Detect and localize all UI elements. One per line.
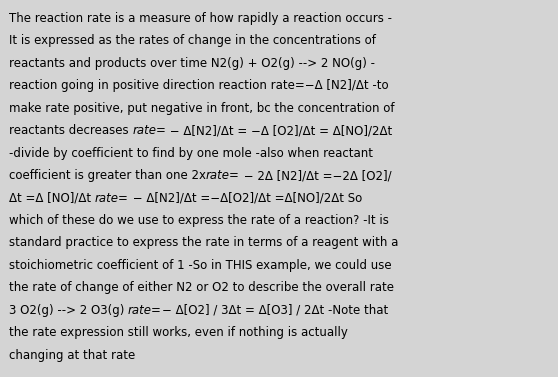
Text: reactants and products over time N2(g) + O2(g) --> 2 NO(g) -: reactants and products over time N2(g) +… bbox=[9, 57, 375, 70]
Text: Δt =Δ [NO]/Δt: Δt =Δ [NO]/Δt bbox=[9, 192, 95, 204]
Text: reactants decreases: reactants decreases bbox=[9, 124, 132, 137]
Text: the rate expression still works, even if nothing is actually: the rate expression still works, even if… bbox=[9, 326, 348, 339]
Text: stoichiometric coefficient of 1 -So in THIS example, we could use: stoichiometric coefficient of 1 -So in T… bbox=[9, 259, 392, 272]
Text: rate=: rate= bbox=[128, 304, 162, 317]
Text: The reaction rate is a measure of how rapidly a reaction occurs -: The reaction rate is a measure of how ra… bbox=[9, 12, 392, 25]
Text: changing at that rate: changing at that rate bbox=[9, 348, 135, 362]
Text: rate=: rate= bbox=[132, 124, 166, 137]
Text: − 2Δ [N2]/Δt =−2Δ [O2]/: − 2Δ [N2]/Δt =−2Δ [O2]/ bbox=[240, 169, 391, 182]
Text: which of these do we use to express the rate of a reaction? -It is: which of these do we use to express the … bbox=[9, 214, 389, 227]
Text: the rate of change of either N2 or O2 to describe the overall rate: the rate of change of either N2 or O2 to… bbox=[9, 281, 394, 294]
Text: make rate positive, put negative in front, bc the concentration of: make rate positive, put negative in fron… bbox=[9, 102, 395, 115]
Text: − Δ[N2]/Δt = −Δ [O2]/Δt = Δ[NO]/2Δt: − Δ[N2]/Δt = −Δ [O2]/Δt = Δ[NO]/2Δt bbox=[166, 124, 392, 137]
Text: coefficient is greater than one 2x: coefficient is greater than one 2x bbox=[9, 169, 206, 182]
Text: rate=: rate= bbox=[206, 169, 240, 182]
Text: − Δ[O2] / 3Δt = Δ[O3] / 2Δt -Note that: − Δ[O2] / 3Δt = Δ[O3] / 2Δt -Note that bbox=[162, 304, 388, 317]
Text: -divide by coefficient to find by one mole -also when reactant: -divide by coefficient to find by one mo… bbox=[9, 147, 373, 159]
Text: rate=: rate= bbox=[95, 192, 129, 204]
Text: It is expressed as the rates of change in the concentrations of: It is expressed as the rates of change i… bbox=[9, 35, 376, 48]
Text: − Δ[N2]/Δt =−Δ[O2]/Δt =Δ[NO]/2Δt So: − Δ[N2]/Δt =−Δ[O2]/Δt =Δ[NO]/2Δt So bbox=[129, 192, 362, 204]
Text: 3 O2(g) --> 2 O3(g): 3 O2(g) --> 2 O3(g) bbox=[9, 304, 128, 317]
Text: standard practice to express the rate in terms of a reagent with a: standard practice to express the rate in… bbox=[9, 236, 398, 249]
Text: reaction going in positive direction reaction rate=−Δ [N2]/Δt -to: reaction going in positive direction rea… bbox=[9, 80, 388, 92]
